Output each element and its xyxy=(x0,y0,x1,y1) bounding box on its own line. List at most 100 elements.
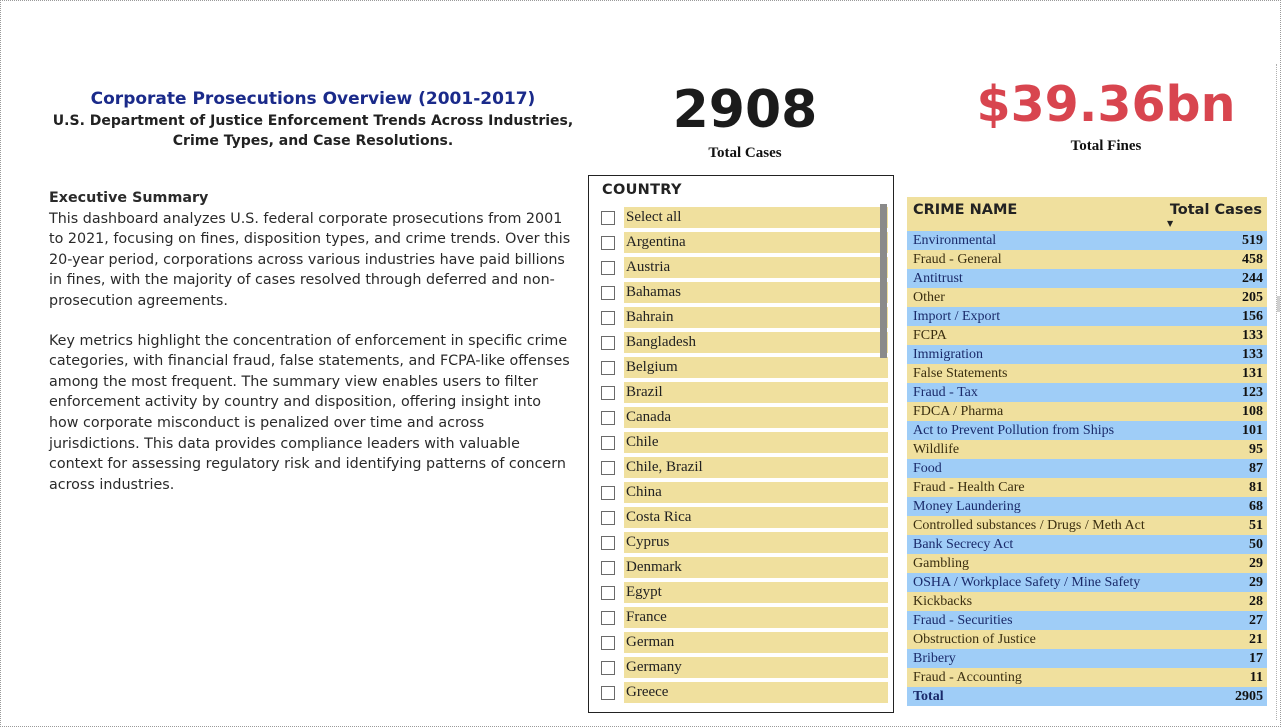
checkbox[interactable] xyxy=(601,635,615,650)
crime-name-cell: FCPA xyxy=(913,328,947,343)
checkbox[interactable] xyxy=(601,385,615,400)
total-row-value: 2905 xyxy=(1235,689,1263,704)
country-option-label: Canada xyxy=(624,407,888,428)
crime-table-row[interactable]: Bank Secrecy Act 50 xyxy=(907,535,1267,554)
country-option[interactable]: Canada xyxy=(601,405,888,430)
country-option[interactable]: Costa Rica xyxy=(601,505,888,530)
crime-name-cell: Food xyxy=(913,461,942,476)
country-option-label: Egypt xyxy=(624,582,888,603)
country-option[interactable]: Austria xyxy=(601,255,888,280)
checkbox[interactable] xyxy=(601,410,615,425)
executive-summary-paragraph-2: Key metrics highlight the concentration … xyxy=(49,332,570,493)
country-option-label: Germany xyxy=(624,657,888,678)
crime-name-cell: Bribery xyxy=(913,651,956,666)
total-fines-card[interactable]: $39.36bn Total Fines xyxy=(960,80,1252,155)
country-option-label: Select all xyxy=(624,207,888,228)
crime-table-row[interactable]: Antitrust 244 xyxy=(907,269,1267,288)
checkbox[interactable] xyxy=(601,485,615,500)
crime-table-row[interactable]: Wildlife 95 xyxy=(907,440,1267,459)
total-cases-cell: 123 xyxy=(1242,385,1263,400)
checkbox[interactable] xyxy=(601,560,615,575)
crime-table-row[interactable]: Food 87 xyxy=(907,459,1267,478)
country-option-label: Bahrain xyxy=(624,307,888,328)
country-option[interactable]: Egypt xyxy=(601,580,888,605)
crime-table-row[interactable]: Fraud - Tax 123 xyxy=(907,383,1267,402)
crime-table-row[interactable]: OSHA / Workplace Safety / Mine Safety 29 xyxy=(907,573,1267,592)
crime-table-row[interactable]: False Statements 131 xyxy=(907,364,1267,383)
country-option[interactable]: Belgium xyxy=(601,355,888,380)
checkbox[interactable] xyxy=(601,285,615,300)
total-cases-cell: 244 xyxy=(1242,271,1263,286)
country-option[interactable]: Bahamas xyxy=(601,280,888,305)
country-option[interactable]: Denmark xyxy=(601,555,888,580)
country-option[interactable]: Bahrain xyxy=(601,305,888,330)
page-scrollbar-thumb[interactable] xyxy=(1277,296,1280,312)
checkbox[interactable] xyxy=(601,435,615,450)
crime-table-row[interactable]: FDCA / Pharma 108 xyxy=(907,402,1267,421)
total-cases-cell: 51 xyxy=(1249,518,1263,533)
total-cases-column-header[interactable]: Total Cases xyxy=(1169,202,1262,218)
country-option[interactable]: Select all xyxy=(601,205,888,230)
country-slicer-scrollbar[interactable] xyxy=(880,204,887,358)
crime-name-cell: Fraud - Securities xyxy=(913,613,1013,628)
crime-table-row[interactable]: Obstruction of Justice 21 xyxy=(907,630,1267,649)
country-slicer-list[interactable]: Select all Argentina Austria Bahamas Bahrain… xyxy=(601,205,888,705)
total-cases-card[interactable]: 2908 Total Cases xyxy=(660,84,830,162)
checkbox[interactable] xyxy=(601,585,615,600)
country-option[interactable]: Germany xyxy=(601,655,888,680)
checkbox[interactable] xyxy=(601,660,615,675)
country-option[interactable]: Brazil xyxy=(601,380,888,405)
country-option[interactable]: China xyxy=(601,480,888,505)
country-option[interactable]: Greece xyxy=(601,680,888,705)
crime-table-row[interactable]: Immigration 133 xyxy=(907,345,1267,364)
checkbox[interactable] xyxy=(601,460,615,475)
crime-table-row[interactable]: Other 205 xyxy=(907,288,1267,307)
checkbox[interactable] xyxy=(601,260,615,275)
page-scrollbar[interactable] xyxy=(1276,64,1281,720)
checkbox[interactable] xyxy=(601,360,615,375)
country-option[interactable]: Chile xyxy=(601,430,888,455)
country-option[interactable]: Bangladesh xyxy=(601,330,888,355)
country-slicer[interactable]: COUNTRY Select all Argentina Austria Bahama… xyxy=(588,175,894,713)
crime-name-cell: Antitrust xyxy=(913,271,963,286)
total-cases-value: 2908 xyxy=(672,80,818,140)
total-cases-cell: 50 xyxy=(1249,537,1263,552)
checkbox[interactable] xyxy=(601,210,615,225)
country-option[interactable]: German xyxy=(601,630,888,655)
country-option[interactable]: Cyprus xyxy=(601,530,888,555)
country-option[interactable]: France xyxy=(601,605,888,630)
checkbox[interactable] xyxy=(601,685,615,700)
checkbox[interactable] xyxy=(601,610,615,625)
crime-table-row[interactable]: Gambling 29 xyxy=(907,554,1267,573)
total-fines-value: $39.36bn xyxy=(976,76,1236,133)
crime-table-row[interactable]: Controlled substances / Drugs / Meth Act… xyxy=(907,516,1267,535)
country-option-label: Cyprus xyxy=(624,532,888,553)
crime-name-column-header[interactable]: CRIME NAME xyxy=(913,202,1018,218)
checkbox[interactable] xyxy=(601,235,615,250)
total-cases-cell: 21 xyxy=(1249,632,1263,647)
crime-table-row[interactable]: Act to Prevent Pollution from Ships 101 xyxy=(907,421,1267,440)
crime-table-row[interactable]: Kickbacks 28 xyxy=(907,592,1267,611)
crime-table-row[interactable]: FCPA 133 xyxy=(907,326,1267,345)
executive-summary: Executive Summary This dashboard analyze… xyxy=(49,188,574,514)
crime-table-row[interactable]: Fraud - Accounting 11 xyxy=(907,668,1267,687)
crime-table-row[interactable]: Fraud - Securities 27 xyxy=(907,611,1267,630)
country-option[interactable]: Argentina xyxy=(601,230,888,255)
crime-table-row[interactable]: Fraud - General 458 xyxy=(907,250,1267,269)
crime-table-row[interactable]: Environmental 519 xyxy=(907,231,1267,250)
sort-descending-icon[interactable]: ▼ xyxy=(1167,219,1174,228)
checkbox[interactable] xyxy=(601,535,615,550)
country-option-label: Chile xyxy=(624,432,888,453)
crime-table-row[interactable]: Money Laundering 68 xyxy=(907,497,1267,516)
crime-table-row[interactable]: Import / Export 156 xyxy=(907,307,1267,326)
crime-name-cell: Environmental xyxy=(913,233,997,248)
country-slicer-heading: COUNTRY xyxy=(602,182,682,198)
checkbox[interactable] xyxy=(601,510,615,525)
checkbox[interactable] xyxy=(601,310,615,325)
crime-table-row[interactable]: Fraud - Health Care 81 xyxy=(907,478,1267,497)
country-option[interactable]: Chile, Brazil xyxy=(601,455,888,480)
crime-name-table[interactable]: CRIME NAME Total Cases ▼ Environmental 51… xyxy=(907,197,1267,706)
crime-table-row[interactable]: Bribery 17 xyxy=(907,649,1267,668)
crime-name-cell: Kickbacks xyxy=(913,594,973,609)
checkbox[interactable] xyxy=(601,335,615,350)
